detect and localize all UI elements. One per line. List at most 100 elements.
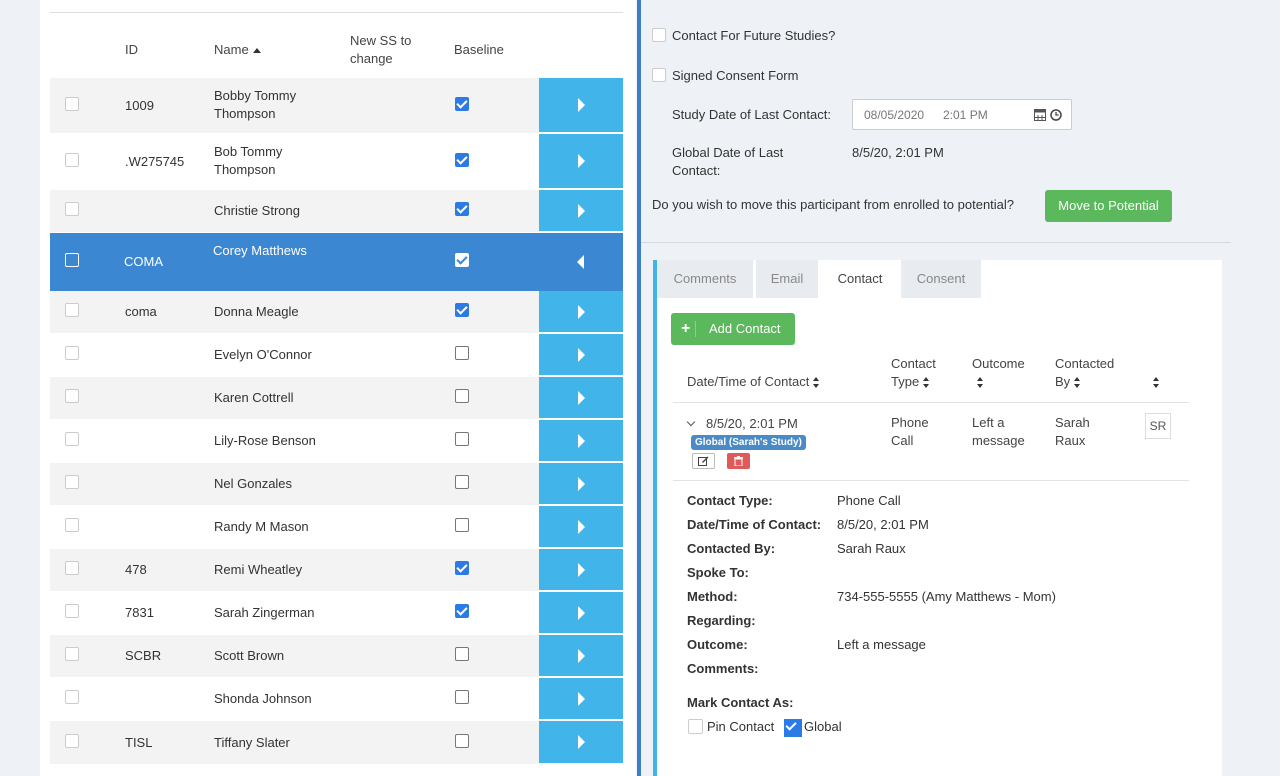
- col-datetime[interactable]: Date/Time of Contact: [687, 373, 820, 391]
- row-select-checkbox[interactable]: [65, 561, 79, 575]
- participant-row[interactable]: .W275745 Bob Tommy Thompson: [50, 134, 623, 189]
- calendar-icon[interactable]: [1034, 108, 1046, 121]
- baseline-checkbox[interactable]: [455, 202, 469, 216]
- baseline-checkbox[interactable]: [455, 346, 469, 360]
- participant-row[interactable]: 7831 Sarah Zingerman: [50, 592, 623, 634]
- expand-row-button[interactable]: [539, 721, 623, 764]
- tab-contact[interactable]: Contact: [821, 260, 899, 298]
- participant-row[interactable]: SCBR Scott Brown: [50, 635, 623, 677]
- expand-row-button[interactable]: [539, 463, 623, 505]
- baseline-checkbox[interactable]: [455, 253, 469, 267]
- row-select-checkbox[interactable]: [65, 518, 79, 532]
- row-select-checkbox[interactable]: [65, 604, 79, 618]
- participant-row[interactable]: Shonda Johnson: [50, 678, 623, 720]
- row-select-checkbox[interactable]: [65, 733, 79, 748]
- row-select-checkbox[interactable]: [65, 690, 79, 704]
- baseline-checkbox[interactable]: [455, 96, 469, 111]
- expand-row-button[interactable]: [539, 190, 623, 232]
- participant-name: Shonda Johnson: [214, 691, 312, 706]
- participant-row[interactable]: Lily-Rose Benson: [50, 420, 623, 462]
- row-select-checkbox[interactable]: [65, 647, 79, 661]
- delete-button[interactable]: [727, 453, 750, 469]
- tab-comments[interactable]: Comments: [657, 260, 753, 298]
- row-select-checkbox[interactable]: [65, 432, 79, 446]
- expand-row-button[interactable]: [539, 134, 623, 189]
- expand-row-button[interactable]: [539, 420, 623, 462]
- study-last-contact-input[interactable]: 08/05/2020 2:01 PM: [852, 99, 1072, 130]
- expand-row-button[interactable]: [539, 377, 623, 419]
- baseline-checkbox[interactable]: [455, 389, 469, 403]
- participant-row[interactable]: TISL Tiffany Slater: [50, 721, 623, 764]
- baseline-checkbox[interactable]: [455, 518, 469, 532]
- baseline-checkbox[interactable]: [455, 604, 469, 618]
- row-select-checkbox[interactable]: [65, 475, 79, 489]
- tab-consent[interactable]: Consent: [901, 260, 981, 298]
- expand-row-button[interactable]: [539, 592, 623, 634]
- tab-email[interactable]: Email: [756, 260, 818, 298]
- expand-row-button[interactable]: [539, 678, 623, 720]
- row-select-checkbox[interactable]: [65, 96, 79, 111]
- expand-row-button[interactable]: [539, 334, 623, 376]
- participant-name: Lily-Rose Benson: [214, 433, 316, 448]
- participant-row[interactable]: 478 Remi Wheatley: [50, 549, 623, 591]
- baseline-checkbox[interactable]: [455, 475, 469, 489]
- baseline-checkbox[interactable]: [455, 561, 469, 575]
- participant-row[interactable]: coma Donna Meagle: [50, 291, 623, 333]
- participant-name: Randy M Mason: [214, 519, 309, 534]
- row-select-checkbox[interactable]: [65, 346, 79, 360]
- expand-row-button[interactable]: [539, 635, 623, 677]
- collapse-row-button[interactable]: [539, 233, 623, 291]
- initials-avatar[interactable]: SR: [1145, 413, 1171, 439]
- row-select-checkbox[interactable]: [65, 303, 79, 317]
- sort-icon[interactable]: [1153, 377, 1160, 388]
- add-contact-button[interactable]: + Add Contact: [671, 313, 795, 345]
- col-outcome[interactable]: Outcome: [972, 355, 1025, 391]
- participant-row[interactable]: Karen Cottrell: [50, 377, 623, 419]
- baseline-checkbox[interactable]: [455, 647, 469, 661]
- baseline-checkbox[interactable]: [455, 733, 469, 748]
- participant-name: Scott Brown: [214, 648, 285, 663]
- baseline-checkbox[interactable]: [455, 152, 469, 167]
- expand-row-button[interactable]: [539, 78, 623, 133]
- participant-row[interactable]: Evelyn O'Connor: [50, 334, 623, 376]
- edit-button[interactable]: [692, 453, 715, 469]
- participant-name: Bob Tommy Thompson: [214, 144, 283, 177]
- row-select-checkbox[interactable]: [65, 202, 79, 216]
- row-select-checkbox[interactable]: [65, 152, 79, 167]
- future-studies-label: Contact For Future Studies?: [672, 28, 836, 43]
- col-contact-type[interactable]: Contact Type: [891, 356, 936, 389]
- baseline-checkbox[interactable]: [455, 303, 469, 317]
- panel-divider[interactable]: [637, 0, 641, 776]
- col-contacted-by[interactable]: Contacted By: [1055, 356, 1115, 389]
- header-name[interactable]: Name: [214, 41, 261, 59]
- baseline-checkbox[interactable]: [455, 690, 469, 704]
- global-last-contact-label: Global Date of Last Contact:: [672, 145, 784, 178]
- expand-row-button[interactable]: [539, 291, 623, 333]
- caret-right-icon: [578, 476, 585, 491]
- detail-value: Sarah Raux: [837, 541, 906, 556]
- time-value: 2:01 PM: [943, 108, 988, 122]
- expand-row-button[interactable]: [539, 549, 623, 591]
- header-id[interactable]: ID: [125, 42, 138, 57]
- expand-row-button[interactable]: [539, 506, 623, 548]
- participant-row[interactable]: Nel Gonzales: [50, 463, 623, 505]
- consent-form-checkbox[interactable]: [652, 68, 666, 82]
- participant-row[interactable]: COMA Corey Matthews: [50, 233, 623, 291]
- participant-row[interactable]: Randy M Mason: [50, 506, 623, 548]
- chevron-down-icon[interactable]: [686, 417, 696, 427]
- header-baseline: Baseline: [454, 42, 504, 57]
- move-to-potential-button[interactable]: Move to Potential: [1045, 190, 1172, 222]
- participant-name: Tiffany Slater: [214, 734, 290, 750]
- sort-icon: [977, 377, 984, 389]
- participant-row[interactable]: 1009 Bobby Tommy Thompson: [50, 78, 623, 133]
- row-select-checkbox[interactable]: [65, 253, 79, 267]
- clock-icon[interactable]: [1050, 109, 1062, 121]
- row-select-checkbox[interactable]: [65, 389, 79, 403]
- participant-row[interactable]: Christie Strong: [50, 190, 623, 232]
- future-studies-checkbox[interactable]: [652, 28, 666, 42]
- baseline-checkbox[interactable]: [455, 432, 469, 446]
- global-checkbox[interactable]: [784, 719, 802, 737]
- participant-name: Remi Wheatley: [214, 562, 303, 577]
- detail-key: Spoke To:: [687, 565, 749, 580]
- pin-contact-checkbox[interactable]: [688, 719, 703, 734]
